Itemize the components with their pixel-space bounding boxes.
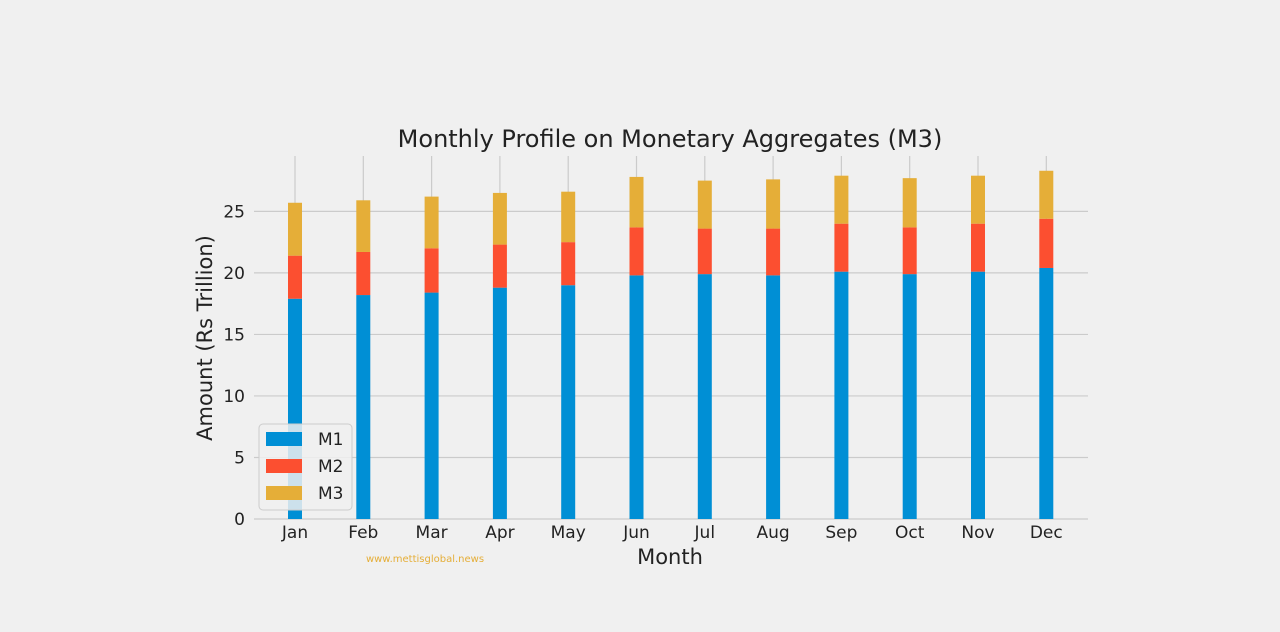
chart-title: Monthly Profile on Monetary Aggregates (… — [398, 125, 943, 153]
x-tick-label: May — [551, 523, 586, 543]
x-axis-label: Month — [637, 545, 703, 569]
bar-m3-mar — [424, 196, 439, 249]
x-tick-label: Sep — [825, 523, 857, 543]
grid-lines — [254, 156, 1088, 520]
x-tick-label: Mar — [416, 523, 448, 543]
x-tick-label: Nov — [961, 523, 994, 543]
bar-m3-nov — [971, 175, 985, 224]
x-tick-label: Oct — [895, 523, 925, 543]
x-tick-label: Aug — [756, 523, 789, 543]
bar-m2-jun — [629, 227, 644, 276]
bar-m1-oct — [902, 274, 917, 519]
bar-m2-dec — [1039, 218, 1054, 268]
x-tick-label: Jan — [281, 523, 308, 543]
bar-m2-nov — [971, 223, 985, 272]
x-tick-label: Jul — [694, 523, 716, 543]
bar-m2-sep — [834, 223, 849, 272]
bars-layer — [288, 170, 1054, 519]
bar-m3-feb — [356, 200, 371, 252]
bar-m2-mar — [424, 248, 439, 293]
legend-label-m3: M3 — [318, 484, 343, 504]
bar-m2-feb — [356, 251, 371, 296]
bar-m1-may — [561, 285, 576, 519]
y-tick-label: 25 — [223, 202, 245, 222]
x-tick-label: Apr — [485, 523, 514, 543]
bar-m1-apr — [492, 287, 507, 519]
bar-m3-may — [561, 191, 576, 243]
legend-label-m1: M1 — [318, 430, 343, 450]
y-tick-label: 20 — [223, 264, 245, 284]
bar-m1-nov — [971, 271, 985, 519]
bar-m2-jul — [697, 228, 712, 275]
bar-m1-sep — [834, 271, 849, 519]
bar-m3-dec — [1039, 170, 1054, 219]
x-tick-label: Jun — [622, 523, 650, 543]
x-tick-labels: Jan Feb Mar Apr May Jun Jul Aug Sep Oct Nov Dec — [281, 523, 1063, 543]
legend: M1 M2 M3 — [258, 423, 353, 511]
x-tick-label: Dec — [1030, 523, 1063, 543]
bar-m3-sep — [834, 175, 849, 224]
legend-label-m2: M2 — [318, 457, 343, 477]
bar-m1-feb — [356, 295, 371, 519]
y-tick-label: 10 — [223, 387, 245, 407]
bar-m1-jun — [629, 275, 644, 519]
legend-swatch-m2 — [266, 459, 302, 473]
bar-m2-aug — [766, 228, 781, 276]
y-tick-label: 5 — [234, 448, 245, 468]
bar-m3-jun — [629, 176, 644, 228]
bar-m1-dec — [1039, 267, 1054, 519]
bar-m1-jul — [697, 274, 712, 519]
bar-m3-jul — [697, 180, 712, 229]
bar-m3-jan — [288, 202, 302, 256]
legend-swatch-m3 — [266, 486, 302, 500]
bar-m2-may — [561, 242, 576, 286]
bar-m3-apr — [492, 192, 507, 245]
y-tick-label: 0 — [234, 510, 245, 530]
x-tick-label: Feb — [348, 523, 378, 543]
y-tick-labels: 0 5 10 15 20 25 — [223, 202, 245, 530]
watermark: www.mettisglobal.news — [366, 554, 484, 565]
bar-m1-mar — [424, 292, 439, 519]
legend-swatch-m1 — [266, 432, 302, 446]
bar-m1-aug — [766, 275, 781, 519]
y-tick-label: 15 — [223, 325, 245, 345]
bar-m2-oct — [902, 227, 917, 275]
bar-m3-aug — [766, 179, 781, 229]
bar-m2-jan — [288, 255, 302, 299]
bar-m2-apr — [492, 244, 507, 288]
bar-m3-oct — [902, 178, 917, 228]
y-axis-label: Amount (Rs Trillion) — [193, 235, 217, 441]
